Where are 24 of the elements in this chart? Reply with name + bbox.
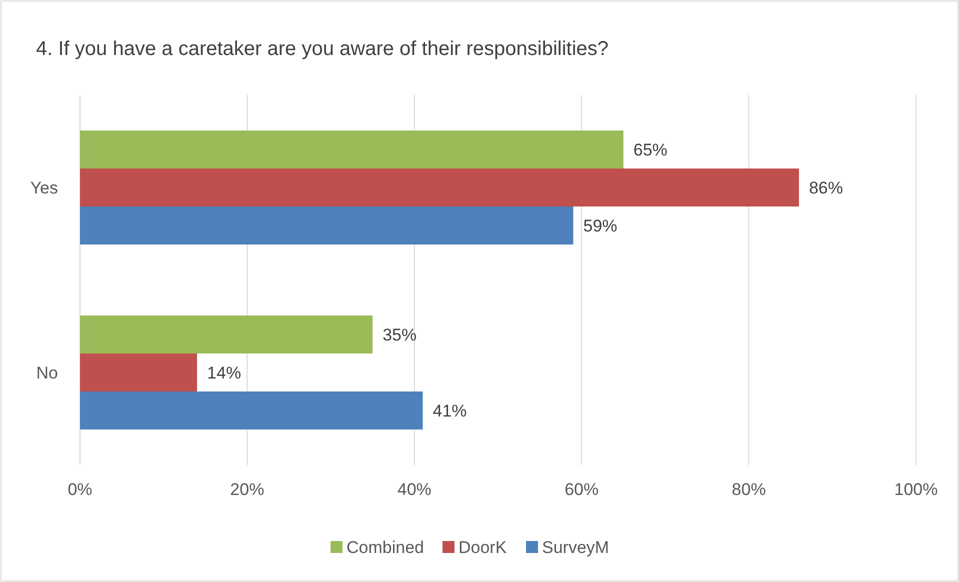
bar [80, 206, 574, 244]
y-tick-label: No [36, 363, 58, 382]
legend-label: DoorK [458, 538, 508, 557]
bar [80, 130, 624, 168]
data-label: 35% [382, 325, 417, 344]
x-tick-label: 60% [564, 480, 599, 499]
data-label: 14% [207, 363, 242, 382]
x-tick-label: 0% [68, 480, 92, 499]
bar [80, 168, 799, 206]
x-tick-label: 100% [894, 480, 938, 499]
x-tick-label: 20% [230, 480, 264, 499]
data-label: 59% [583, 216, 618, 236]
data-label: 41% [432, 401, 467, 420]
y-tick-label: Yes [30, 178, 58, 198]
legend-label: SurveyM [542, 538, 610, 557]
x-tick-label: 40% [397, 480, 432, 499]
legend-label: Combined [346, 538, 424, 557]
data-label: 65% [633, 140, 668, 160]
chart-title: 4. If you have a caretaker are you aware of their responsibilities? [36, 38, 609, 60]
bar [80, 316, 373, 354]
bar [80, 354, 198, 392]
data-label: 86% [808, 178, 843, 198]
x-tick-label: 80% [732, 480, 766, 499]
bar [80, 392, 423, 430]
